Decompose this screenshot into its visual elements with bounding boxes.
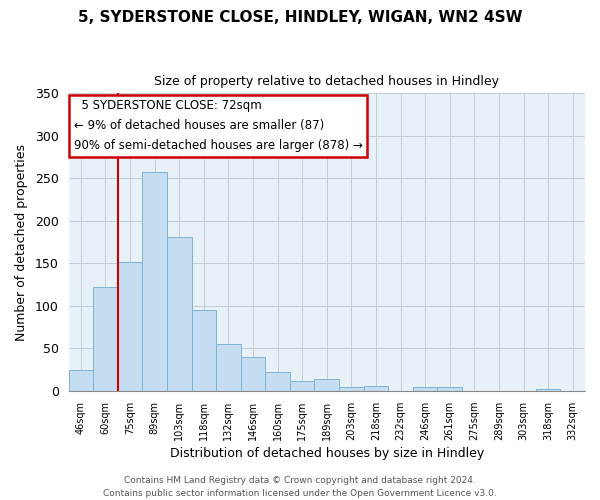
Bar — [93, 287, 118, 391]
Bar — [290, 380, 314, 391]
Bar — [339, 386, 364, 391]
Bar — [167, 237, 191, 391]
Bar — [437, 386, 462, 391]
Y-axis label: Number of detached properties: Number of detached properties — [15, 144, 28, 340]
Text: Contains HM Land Registry data © Crown copyright and database right 2024.
Contai: Contains HM Land Registry data © Crown c… — [103, 476, 497, 498]
X-axis label: Distribution of detached houses by size in Hindley: Distribution of detached houses by size … — [170, 447, 484, 460]
Bar — [241, 357, 265, 391]
Bar — [68, 370, 93, 391]
Bar — [191, 310, 216, 391]
Bar — [413, 386, 437, 391]
Bar — [265, 372, 290, 391]
Bar — [364, 386, 388, 391]
Text: 5, SYDERSTONE CLOSE, HINDLEY, WIGAN, WN2 4SW: 5, SYDERSTONE CLOSE, HINDLEY, WIGAN, WN2… — [78, 10, 522, 25]
Bar — [314, 379, 339, 391]
Bar — [536, 389, 560, 391]
Text: 5 SYDERSTONE CLOSE: 72sqm
← 9% of detached houses are smaller (87)
90% of semi-d: 5 SYDERSTONE CLOSE: 72sqm ← 9% of detach… — [74, 100, 362, 152]
Bar — [118, 262, 142, 391]
Title: Size of property relative to detached houses in Hindley: Size of property relative to detached ho… — [154, 75, 499, 88]
Bar — [216, 344, 241, 391]
Bar — [142, 172, 167, 391]
